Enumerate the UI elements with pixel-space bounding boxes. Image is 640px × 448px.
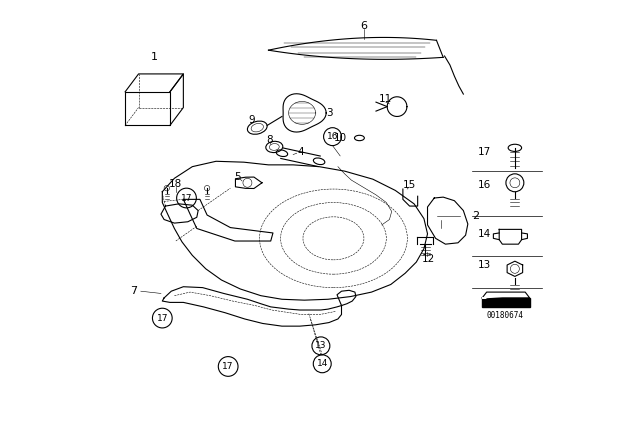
Text: 14: 14 [477, 229, 491, 239]
Text: 16: 16 [477, 180, 491, 190]
Polygon shape [482, 292, 530, 298]
Text: 14: 14 [317, 359, 328, 368]
Text: 5: 5 [234, 172, 241, 182]
Text: 15: 15 [403, 180, 416, 190]
Text: 17: 17 [223, 362, 234, 371]
Text: 17: 17 [157, 314, 168, 323]
Text: 2: 2 [472, 211, 479, 221]
Text: 13: 13 [315, 341, 326, 350]
FancyBboxPatch shape [482, 298, 530, 307]
Text: 16: 16 [327, 132, 339, 141]
Text: 18: 18 [169, 179, 182, 189]
Text: 00180674: 00180674 [486, 311, 523, 320]
Text: 13: 13 [477, 260, 491, 270]
Polygon shape [482, 295, 522, 298]
Text: 9: 9 [248, 115, 255, 125]
Text: 10: 10 [333, 133, 347, 143]
Text: 17: 17 [180, 194, 192, 202]
Text: 12: 12 [422, 254, 435, 264]
Text: 11: 11 [380, 95, 392, 104]
Text: 3: 3 [326, 108, 333, 118]
Text: 4: 4 [298, 147, 304, 157]
Text: 7: 7 [131, 286, 138, 296]
Text: 6: 6 [360, 21, 367, 31]
Text: 17: 17 [477, 147, 491, 157]
Text: 1: 1 [151, 52, 157, 62]
Text: 8: 8 [266, 135, 273, 145]
